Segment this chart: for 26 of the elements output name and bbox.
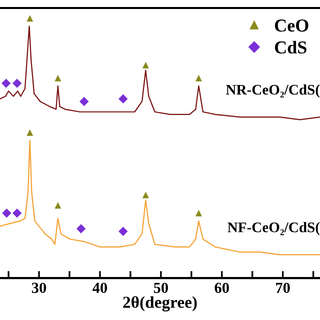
point: [118, 94, 128, 104]
series-label: NR-CeO₂/CdS(: [226, 84, 320, 98]
x-tick-label: 40: [92, 282, 108, 293]
point: [54, 202, 62, 209]
point: [2, 208, 12, 218]
x-axis-title: 2θ(degree): [123, 296, 197, 312]
point: [118, 226, 128, 236]
series-label: NF-CeO₂/CdS(: [228, 222, 320, 236]
point: [76, 224, 86, 234]
legend-label: CeO: [274, 20, 308, 32]
point: [80, 96, 89, 106]
point: [12, 78, 22, 88]
point: [142, 62, 149, 68]
point: [142, 192, 149, 198]
x-tick-label: 30: [32, 282, 46, 293]
point: [54, 74, 62, 82]
point: [195, 74, 202, 82]
point: [26, 129, 34, 136]
legend-label: CdS: [274, 40, 306, 54]
point: [195, 210, 202, 216]
x-tick-label: 60: [214, 282, 229, 293]
x-tick-label: 50: [154, 282, 168, 293]
x-tick-label: 70: [276, 282, 290, 293]
point: [12, 208, 22, 218]
point: [26, 15, 34, 22]
point: [1, 78, 11, 88]
